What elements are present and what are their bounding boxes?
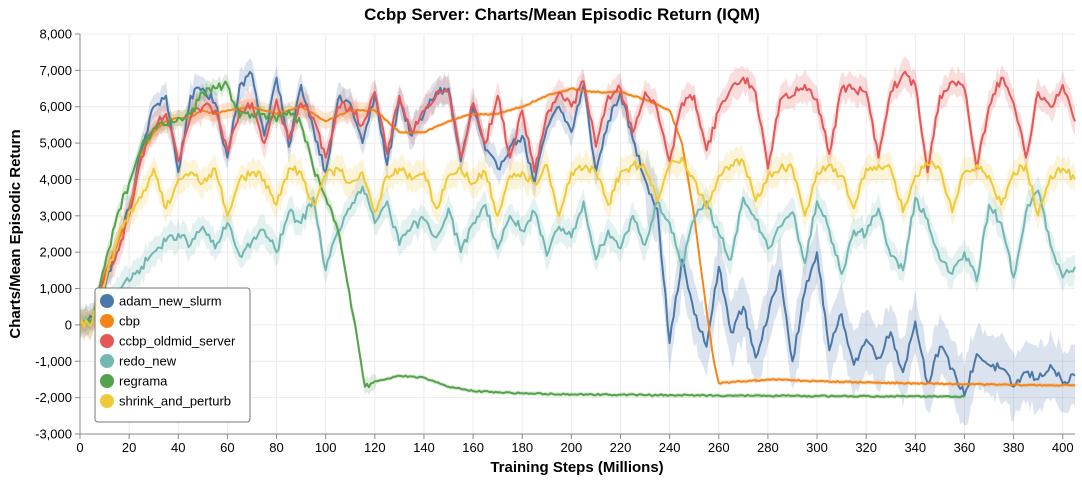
legend-swatch-cbp bbox=[100, 314, 114, 328]
x-axis-title: Training Steps (Millions) bbox=[490, 459, 663, 476]
legend-label-regrama: regrama bbox=[119, 374, 168, 389]
x-tick-label: 380 bbox=[1003, 440, 1025, 455]
series-line-redo_new bbox=[79, 185, 1076, 328]
legend-swatch-ccbp_oldmid_server bbox=[100, 334, 114, 348]
x-tick-label: 360 bbox=[954, 440, 976, 455]
legend-swatch-regrama bbox=[100, 374, 114, 388]
x-tick-label: 220 bbox=[610, 440, 632, 455]
series-line-ccbp_oldmid_server bbox=[79, 70, 1076, 327]
x-tick-label: 260 bbox=[708, 440, 730, 455]
x-tick-label: 240 bbox=[659, 440, 681, 455]
x-tick-label: 40 bbox=[171, 440, 185, 455]
legend-label-shrink_and_perturb: shrink_and_perturb bbox=[119, 394, 231, 409]
x-tick-label: 160 bbox=[462, 440, 484, 455]
series-line-adam_new_slurm bbox=[79, 71, 1076, 397]
x-tick-label: 400 bbox=[1052, 440, 1074, 455]
y-tick-label: 2,000 bbox=[39, 245, 72, 260]
x-tick-label: 0 bbox=[76, 440, 83, 455]
axis-layer: -3,000 -2,000 -1,000 0 1,000 2,000 3,000 4,000 5… bbox=[35, 27, 1075, 455]
x-tick-label: 80 bbox=[269, 440, 283, 455]
y-tick-label: 4,000 bbox=[39, 172, 72, 187]
y-tick-label: -3,000 bbox=[35, 427, 72, 442]
x-tick-label: 320 bbox=[855, 440, 877, 455]
x-tick-label: 280 bbox=[757, 440, 779, 455]
x-tick-label: 60 bbox=[220, 440, 234, 455]
legend-box bbox=[94, 287, 251, 423]
legend-swatch-shrink_and_perturb bbox=[100, 394, 114, 408]
y-tick-label: 7,000 bbox=[39, 63, 72, 78]
x-tick-label: 100 bbox=[315, 440, 337, 455]
x-tick-label: 140 bbox=[413, 440, 435, 455]
y-tick-label: -2,000 bbox=[35, 390, 72, 405]
x-tick-label: 20 bbox=[122, 440, 136, 455]
y-tick-label: 5,000 bbox=[39, 136, 72, 151]
legend-label-adam_new_slurm: adam_new_slurm bbox=[119, 294, 222, 309]
y-axis-title: Charts/Mean Episodic Return bbox=[7, 129, 24, 338]
legend-swatch-adam_new_slurm bbox=[100, 294, 114, 308]
chart-title: Ccbp Server: Charts/Mean Episodic Return… bbox=[364, 5, 760, 24]
x-tick-label: 180 bbox=[511, 440, 533, 455]
series-line-shrink_and_perturb bbox=[79, 156, 1076, 328]
series-line-layer bbox=[79, 70, 1076, 399]
legend-label-ccbp_oldmid_server: ccbp_oldmid_server bbox=[119, 334, 236, 349]
y-tick-label: -1,000 bbox=[35, 354, 72, 369]
legend-swatch-redo_new bbox=[100, 354, 114, 368]
legend-label-redo_new: redo_new bbox=[119, 354, 177, 369]
confidence-band-cbp bbox=[80, 86, 1075, 388]
confidence-band-ccbp_oldmid_server bbox=[80, 56, 1075, 342]
y-tick-label: 8,000 bbox=[39, 27, 72, 42]
y-tick-label: 0 bbox=[65, 317, 72, 332]
x-tick-label: 120 bbox=[364, 440, 386, 455]
x-tick-label: 300 bbox=[806, 440, 828, 455]
y-tick-label: 6,000 bbox=[39, 99, 72, 114]
y-tick-label: 1,000 bbox=[39, 281, 72, 296]
y-tick-label: 3,000 bbox=[39, 208, 72, 223]
x-tick-label: 340 bbox=[904, 440, 926, 455]
confidence-band-redo_new bbox=[80, 173, 1075, 341]
series-line-regrama bbox=[79, 80, 965, 399]
x-tick-label: 200 bbox=[561, 440, 583, 455]
legend-label-cbp: cbp bbox=[119, 314, 140, 329]
